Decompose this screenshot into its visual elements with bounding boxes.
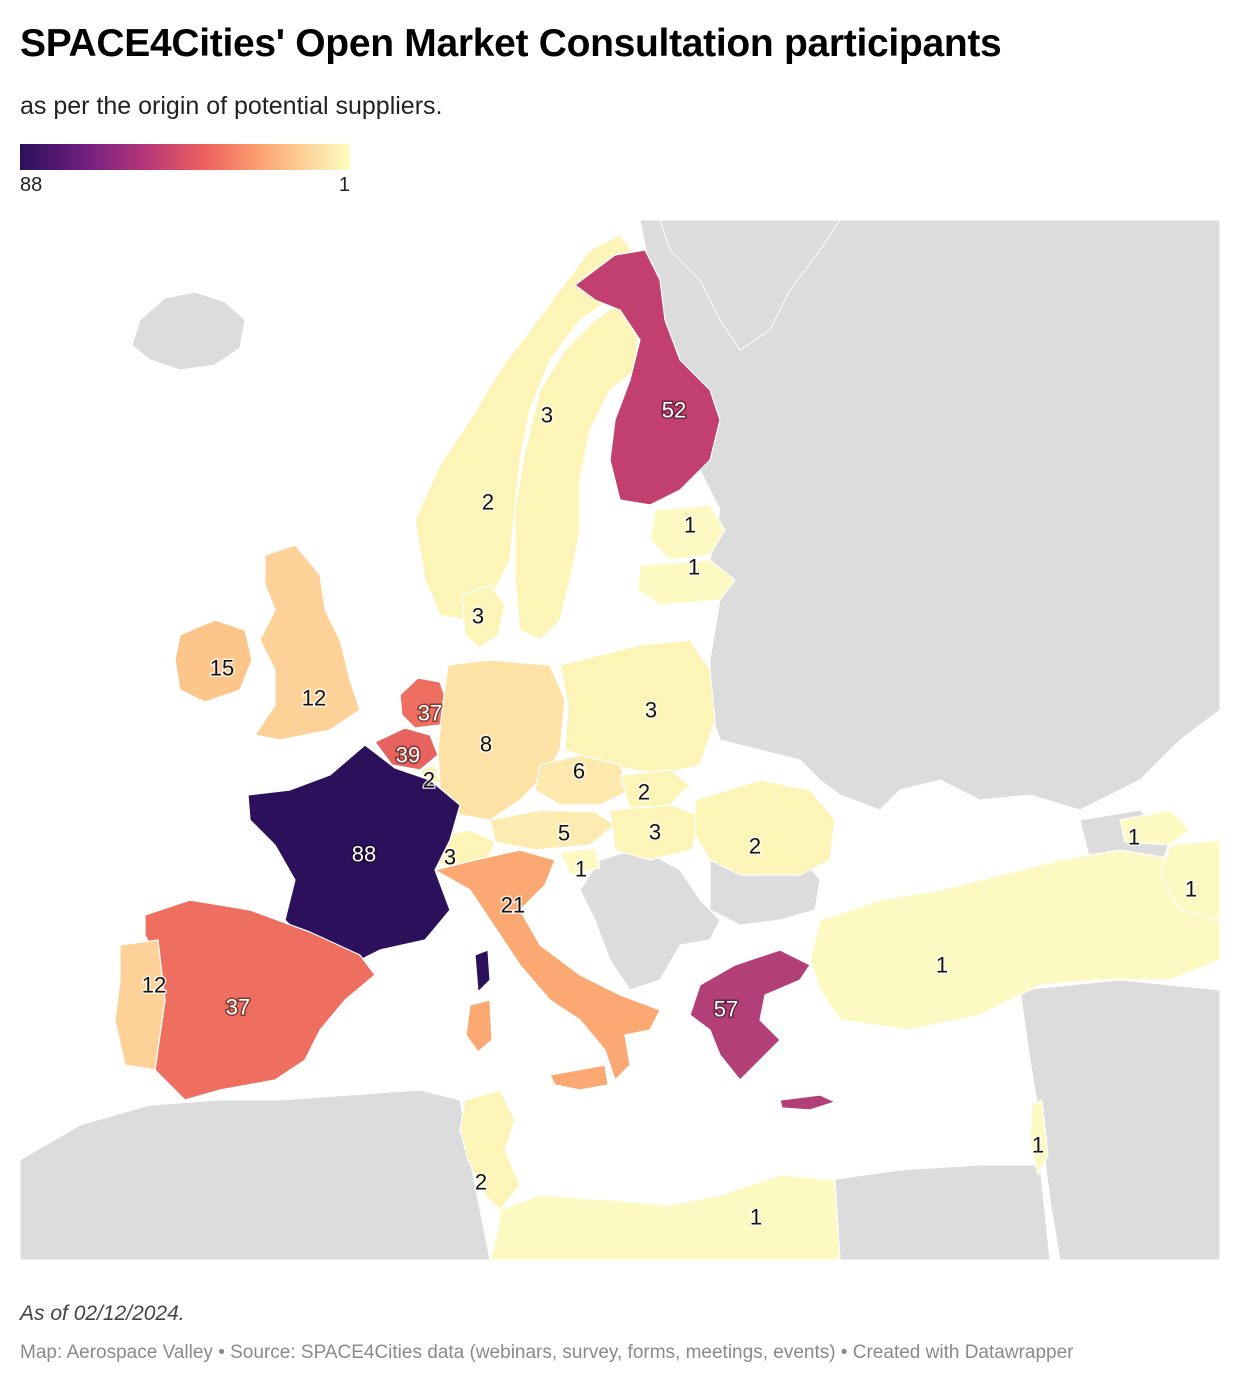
chart-title: SPACE4Cities' Open Market Consultation p… <box>20 22 1002 65</box>
region-italy-sicily[interactable] <box>549 1064 609 1091</box>
region-italy-sardinia[interactable] <box>465 999 493 1053</box>
chart-subtitle: as per the origin of potential suppliers… <box>20 92 443 120</box>
label-georgia: 1 <box>1128 825 1140 850</box>
label-romania: 2 <box>749 834 761 859</box>
region-greece-crete[interactable] <box>779 1094 836 1111</box>
region-austria[interactable] <box>489 809 616 851</box>
label-finland: 52 <box>662 398 686 423</box>
label-portugal: 12 <box>142 973 166 998</box>
region-ireland[interactable] <box>174 619 253 703</box>
data-regions <box>114 234 1220 1260</box>
label-greece: 57 <box>714 997 738 1022</box>
map-svg: 2 3 52 1 1 3 15 12 37 39 2 8 3 6 2 5 3 2… <box>20 220 1220 1260</box>
label-sweden: 3 <box>541 403 553 428</box>
region-italy[interactable] <box>434 849 661 1081</box>
region-latvia[interactable] <box>637 559 736 606</box>
region-estonia[interactable] <box>649 504 726 561</box>
color-legend: 88 1 <box>20 144 350 196</box>
label-spain: 37 <box>226 995 250 1020</box>
label-tunisia: 2 <box>475 1170 487 1195</box>
label-germany: 8 <box>480 732 492 757</box>
label-czechia: 6 <box>573 759 585 784</box>
region-germany[interactable] <box>437 659 566 821</box>
region-france-corsica[interactable] <box>474 949 491 993</box>
no-data-land <box>20 220 1220 1260</box>
region-denmark[interactable] <box>461 584 506 649</box>
label-estonia: 1 <box>684 513 696 538</box>
region-israel[interactable] <box>1029 1099 1049 1176</box>
label-libya: 1 <box>750 1205 762 1230</box>
label-ireland: 15 <box>210 656 234 681</box>
label-hungary: 3 <box>649 820 661 845</box>
label-norway: 2 <box>482 490 494 515</box>
label-netherlands: 37 <box>418 701 442 726</box>
label-italy: 21 <box>501 893 525 918</box>
region-poland[interactable] <box>559 639 716 776</box>
region-france[interactable] <box>247 744 461 966</box>
region-finland[interactable] <box>574 249 721 506</box>
region-romania[interactable] <box>694 779 836 876</box>
label-denmark: 3 <box>472 604 484 629</box>
label-azerbaijan: 1 <box>1185 877 1197 902</box>
chart-notes: As of 02/12/2024. <box>20 1302 185 1325</box>
region-sweden[interactable] <box>514 299 641 641</box>
label-latvia: 1 <box>688 555 700 580</box>
region-georgia[interactable] <box>1119 809 1191 846</box>
region-slovenia[interactable] <box>559 847 601 876</box>
region-portugal[interactable] <box>114 939 166 1071</box>
label-slovakia: 2 <box>638 780 650 805</box>
region-greece[interactable] <box>689 949 811 1081</box>
region-czechia[interactable] <box>534 754 631 806</box>
region-united-kingdom[interactable] <box>254 544 361 741</box>
legend-min-label: 88 <box>20 174 43 196</box>
label-slovenia: 1 <box>575 857 587 882</box>
region-tunisia[interactable] <box>459 1089 521 1211</box>
legend-gradient-bar <box>20 144 350 170</box>
label-belgium: 39 <box>396 743 420 768</box>
region-libya[interactable] <box>489 1174 841 1260</box>
label-switzerland: 3 <box>444 845 456 870</box>
choropleth-map: 2 3 52 1 1 3 15 12 37 39 2 8 3 6 2 5 3 2… <box>20 220 1220 1260</box>
label-france: 88 <box>352 842 376 867</box>
region-slovakia[interactable] <box>619 769 691 809</box>
region-hungary[interactable] <box>609 804 701 861</box>
label-turkey: 1 <box>936 953 948 978</box>
label-israel: 1 <box>1032 1133 1044 1158</box>
label-united-kingdom: 12 <box>302 686 326 711</box>
label-poland: 3 <box>645 698 657 723</box>
region-azerbaijan[interactable] <box>1159 839 1220 921</box>
region-turkey[interactable] <box>809 849 1220 1031</box>
value-labels: 2 3 52 1 1 3 15 12 37 39 2 8 3 6 2 5 3 2… <box>140 396 1198 1231</box>
chart-footer: Map: Aerospace Valley • Source: SPACE4Ci… <box>20 1342 1074 1363</box>
label-austria: 5 <box>558 821 570 846</box>
label-luxembourg: 2 <box>423 768 435 793</box>
legend-max-label: 1 <box>338 174 350 196</box>
